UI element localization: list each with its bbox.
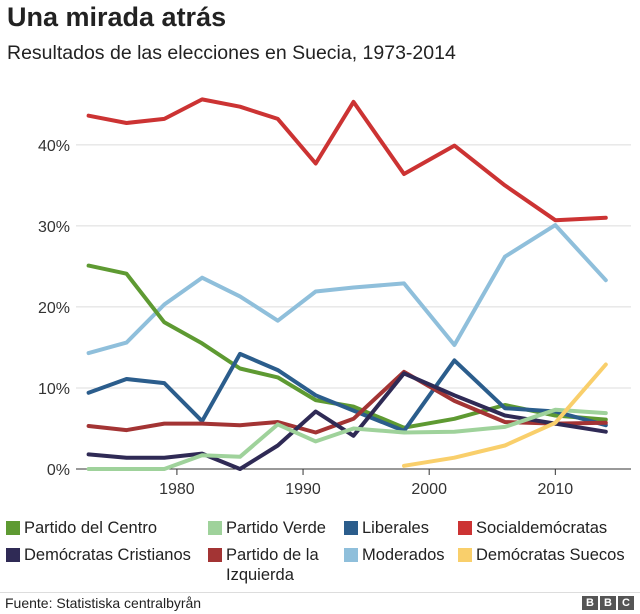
series-line-socialdemocratas — [86, 97, 608, 223]
legend-swatch — [6, 548, 20, 562]
series-line-moderados — [86, 223, 608, 356]
legend-label: Moderados — [362, 546, 445, 564]
series-line-democratas-cristianos — [86, 371, 608, 471]
y-tick-label: 20% — [38, 300, 70, 317]
legend-item-partido-de-la-izquierda: Partido de la Izquierda — [208, 545, 338, 585]
legend-swatch — [458, 521, 472, 535]
chart-title: Una mirada atrás — [7, 2, 227, 32]
legend-item-liberales: Liberales — [344, 518, 429, 538]
y-tick-label: 40% — [38, 138, 70, 155]
legend-swatch — [344, 521, 358, 535]
legend-label: Partido de la Izquierda — [226, 546, 319, 584]
series-line-liberales — [86, 351, 608, 433]
y-tick-label: 0% — [47, 462, 70, 479]
legend-item-democratas-cristianos: Demócratas Cristianos — [6, 545, 191, 565]
chart-subtitle: Resultados de las elecciones en Suecia, … — [7, 42, 456, 64]
x-tick-label: 1990 — [285, 481, 321, 498]
legend-label: Socialdemócratas — [476, 519, 608, 537]
y-tick-label: 30% — [38, 219, 70, 236]
source-note: Fuente: Statistiska centralbyrån — [5, 595, 202, 611]
legend-swatch — [208, 521, 222, 535]
series-line-partido-de-la-izquierda — [86, 369, 608, 435]
legend-swatch — [344, 548, 358, 562]
legend-label: Demócratas Cristianos — [24, 546, 191, 564]
legend-swatch — [6, 521, 20, 535]
legend-item-partido-del-centro: Partido del Centro — [6, 518, 157, 538]
bbc-logo-letter: B — [600, 596, 616, 610]
line-chart: 0% 10% 20% 30% 40% 1980 1990 2000 2010 — [38, 97, 631, 498]
legend-swatch — [208, 548, 222, 562]
y-tick-label: 10% — [38, 381, 70, 398]
bbc-logo-letter: B — [582, 596, 598, 610]
legend-item-socialdemocratas: Socialdemócratas — [458, 518, 607, 538]
legend-item-democratas-suecos: Demócratas Suecos — [458, 545, 625, 565]
series-line-democratas-suecos — [402, 362, 608, 468]
chart-legend: Partido del Centro Partido Verde Liberal… — [6, 514, 638, 590]
series-line-partido-verde — [86, 407, 608, 471]
legend-swatch — [458, 548, 472, 562]
legend-item-moderados: Moderados — [344, 545, 445, 565]
x-tick-label: 2010 — [538, 481, 574, 498]
footer-divider — [0, 592, 640, 593]
bbc-logo-letter: C — [618, 596, 634, 610]
legend-item-partido-verde: Partido Verde — [208, 518, 326, 538]
x-tick-label: 2000 — [411, 481, 447, 498]
legend-label: Demócratas Suecos — [476, 546, 625, 564]
x-tick-label: 1980 — [159, 481, 195, 498]
legend-label: Partido del Centro — [24, 519, 157, 537]
series-line-partido-del-centro — [86, 263, 608, 430]
legend-label: Partido Verde — [226, 519, 326, 537]
bbc-logo: B B C — [582, 596, 634, 610]
legend-label: Liberales — [362, 519, 429, 537]
